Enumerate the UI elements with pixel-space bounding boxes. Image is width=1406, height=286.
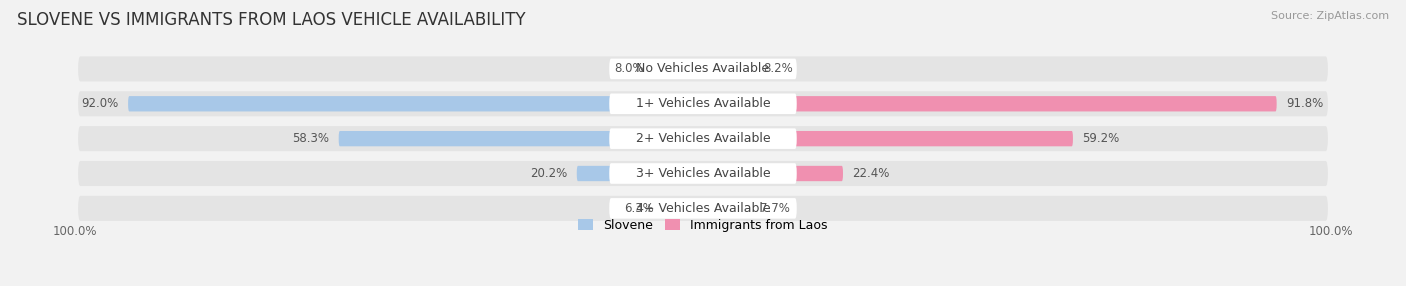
FancyBboxPatch shape xyxy=(79,56,1327,82)
FancyBboxPatch shape xyxy=(609,94,797,114)
Text: 8.2%: 8.2% xyxy=(763,62,793,76)
Text: 91.8%: 91.8% xyxy=(1286,97,1323,110)
FancyBboxPatch shape xyxy=(576,166,703,181)
Text: Source: ZipAtlas.com: Source: ZipAtlas.com xyxy=(1271,11,1389,21)
Text: 20.2%: 20.2% xyxy=(530,167,568,180)
Text: 100.0%: 100.0% xyxy=(1309,225,1353,238)
FancyBboxPatch shape xyxy=(79,126,1327,151)
Text: 7.7%: 7.7% xyxy=(761,202,790,215)
FancyBboxPatch shape xyxy=(652,61,703,77)
FancyBboxPatch shape xyxy=(703,201,751,216)
Text: 22.4%: 22.4% xyxy=(852,167,890,180)
FancyBboxPatch shape xyxy=(79,196,1327,221)
FancyBboxPatch shape xyxy=(339,131,703,146)
Text: 92.0%: 92.0% xyxy=(82,97,118,110)
FancyBboxPatch shape xyxy=(609,198,797,219)
FancyBboxPatch shape xyxy=(609,128,797,149)
FancyBboxPatch shape xyxy=(664,201,703,216)
Text: 100.0%: 100.0% xyxy=(53,225,97,238)
Legend: Slovene, Immigrants from Laos: Slovene, Immigrants from Laos xyxy=(578,219,828,232)
Text: 59.2%: 59.2% xyxy=(1083,132,1119,145)
FancyBboxPatch shape xyxy=(609,163,797,184)
Text: 4+ Vehicles Available: 4+ Vehicles Available xyxy=(636,202,770,215)
FancyBboxPatch shape xyxy=(703,96,1277,112)
FancyBboxPatch shape xyxy=(609,59,797,79)
FancyBboxPatch shape xyxy=(79,161,1327,186)
Text: 3+ Vehicles Available: 3+ Vehicles Available xyxy=(636,167,770,180)
FancyBboxPatch shape xyxy=(703,61,754,77)
Text: 1+ Vehicles Available: 1+ Vehicles Available xyxy=(636,97,770,110)
FancyBboxPatch shape xyxy=(703,166,844,181)
FancyBboxPatch shape xyxy=(703,131,1073,146)
Text: 6.3%: 6.3% xyxy=(624,202,654,215)
Text: 2+ Vehicles Available: 2+ Vehicles Available xyxy=(636,132,770,145)
Text: 58.3%: 58.3% xyxy=(292,132,329,145)
FancyBboxPatch shape xyxy=(128,96,703,112)
Text: 8.0%: 8.0% xyxy=(614,62,644,76)
Text: No Vehicles Available: No Vehicles Available xyxy=(637,62,769,76)
FancyBboxPatch shape xyxy=(79,91,1327,116)
Text: SLOVENE VS IMMIGRANTS FROM LAOS VEHICLE AVAILABILITY: SLOVENE VS IMMIGRANTS FROM LAOS VEHICLE … xyxy=(17,11,526,29)
